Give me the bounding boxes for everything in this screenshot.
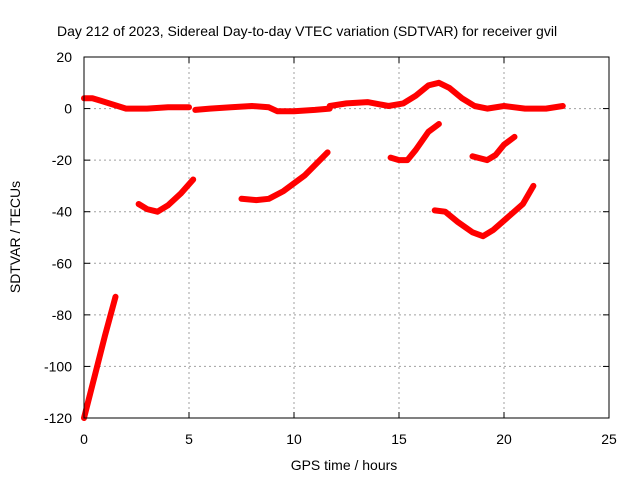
y-tick-label: -20	[52, 152, 72, 168]
plot-frame	[83, 56, 610, 419]
x-tick-label: 10	[286, 431, 302, 447]
x-tick-label: 5	[185, 431, 193, 447]
x-tick-label: 15	[391, 431, 407, 447]
series-sdtvar	[81, 79, 566, 421]
x-axis: 0 5 10 15 20 25	[80, 57, 617, 447]
data-segment-5	[135, 176, 197, 215]
y-tick-label: 20	[56, 49, 72, 65]
data-segment-8	[431, 182, 537, 240]
y-axis-label: SDTVAR / TECUs	[7, 181, 23, 293]
y-tick-label: -100	[44, 358, 72, 374]
grid	[84, 57, 609, 418]
x-tick-label: 25	[601, 431, 617, 447]
data-segment-2	[81, 95, 192, 112]
data-segment-7	[387, 121, 442, 164]
data-segment-6	[238, 149, 331, 204]
x-axis-label: GPS time / hours	[291, 457, 398, 473]
x-tick-label: 0	[80, 431, 88, 447]
y-axis: 20 0 -20 -40 -60 -80 -100 -120	[44, 49, 609, 426]
y-tick-label: -40	[52, 204, 72, 220]
y-tick-label: -80	[52, 307, 72, 323]
x-tick-label: 20	[496, 431, 512, 447]
y-tick-label: 0	[64, 101, 72, 117]
chart-title: Day 212 of 2023, Sidereal Day-to-day VTE…	[57, 23, 557, 39]
data-segment-3	[192, 103, 333, 115]
data-segment-1	[81, 293, 119, 421]
y-tick-label: -60	[52, 255, 72, 271]
data-segment-4	[326, 79, 566, 112]
y-tick-label: -120	[44, 410, 72, 426]
data-segment-9	[469, 133, 518, 164]
